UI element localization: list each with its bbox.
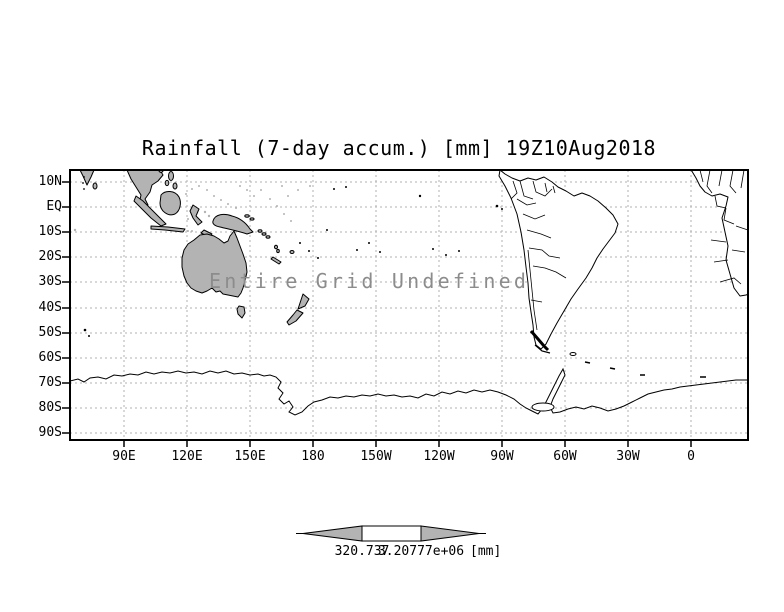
- sumatra: [133, 195, 167, 227]
- bismarck-2: [249, 217, 255, 221]
- ytick-10s: 10S: [38, 224, 62, 239]
- sulawesi: [189, 204, 203, 226]
- new-guinea: [212, 213, 254, 235]
- java: [150, 225, 186, 233]
- ytick-60s: 60S: [38, 350, 62, 365]
- ytick-10n: 10N: [38, 174, 62, 189]
- ytick-50s: 50S: [38, 325, 62, 340]
- south-america: [498, 170, 619, 350]
- colorbar-left-arrow: [302, 525, 363, 542]
- land-gray: [79, 170, 310, 326]
- vanuatu-2: [276, 248, 280, 254]
- solomon-3: [265, 235, 271, 239]
- xtick-150e: 150E: [234, 449, 266, 464]
- ytick-eq: EQ: [46, 199, 62, 214]
- xtick-120w: 120W: [423, 449, 455, 464]
- grid-undefined-annotation: Entire Grid Undefined: [209, 269, 530, 293]
- philippines-mindanao: [172, 182, 178, 190]
- tierra-del-fuego: [529, 330, 551, 354]
- xtick-90e: 90E: [112, 449, 136, 464]
- ytick-90s: 90S: [38, 425, 62, 440]
- solomon-1: [257, 229, 263, 233]
- land-white: [498, 170, 748, 356]
- xtick-30w: 30W: [616, 449, 640, 464]
- sri-lanka: [92, 182, 98, 190]
- colorbar-max-label: 3.20777e+06: [377, 544, 465, 559]
- antarctica-coastline: [70, 361, 748, 416]
- ytick-80s: 80S: [38, 400, 62, 415]
- colorbar-min-label: 320.737: [334, 544, 390, 559]
- vanuatu-1: [274, 244, 278, 250]
- ytick-30s: 30S: [38, 274, 62, 289]
- axis-ticks: [62, 181, 692, 447]
- nz-south-island: [286, 309, 304, 326]
- xtick-180: 180: [301, 449, 325, 464]
- xtick-150w: 150W: [360, 449, 392, 464]
- tasmania: [236, 305, 246, 319]
- xtick-0: 0: [687, 449, 695, 464]
- colorbar-units-label: [mm]: [470, 544, 502, 559]
- philippines-palawan: [164, 179, 170, 187]
- india-coast: [79, 170, 95, 186]
- colorbar: [296, 525, 486, 542]
- ytick-40s: 40S: [38, 300, 62, 315]
- philippines-luzon: [168, 171, 174, 181]
- island-dots-black: [82, 176, 503, 337]
- bismarck-1: [244, 214, 250, 218]
- plot-title: Rainfall (7-day accum.) [mm] 19Z10Aug201…: [141, 136, 657, 160]
- fiji: [289, 250, 295, 254]
- xtick-90w: 90W: [490, 449, 514, 464]
- ytick-20s: 20S: [38, 249, 62, 264]
- map-frame: [69, 169, 749, 441]
- new-caledonia: [270, 256, 282, 265]
- indochina-coast: [126, 170, 164, 211]
- falkland-islands: [569, 352, 577, 356]
- solomon-2: [261, 232, 267, 236]
- borneo: [159, 191, 181, 216]
- colorbar-right-arrow: [420, 525, 480, 542]
- colorbar-box: [361, 525, 422, 542]
- xtick-60w: 60W: [553, 449, 577, 464]
- borders-africa: [699, 170, 748, 285]
- africa-west-coast: [690, 170, 748, 297]
- ytick-70s: 70S: [38, 375, 62, 390]
- borders-south-america: [510, 180, 567, 331]
- island-speckles-gray: [73, 185, 311, 232]
- xtick-120e: 120E: [171, 449, 203, 464]
- nz-north-island: [297, 293, 310, 310]
- australia: [181, 230, 248, 298]
